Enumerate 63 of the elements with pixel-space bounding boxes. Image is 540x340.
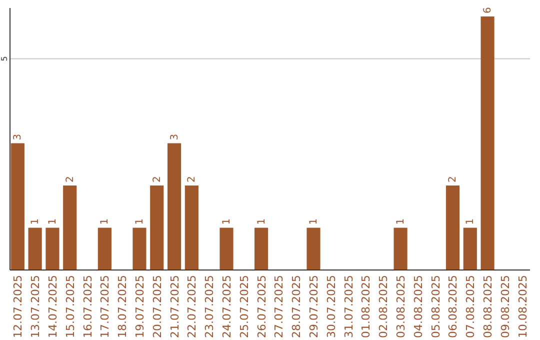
bar <box>46 228 60 270</box>
bar <box>150 185 164 270</box>
data-label: 1 <box>465 218 476 225</box>
data-label: 1 <box>308 218 320 225</box>
bar <box>254 228 268 270</box>
bar <box>463 228 477 270</box>
bar <box>98 228 112 270</box>
data-label: 1 <box>100 218 111 225</box>
x-tick-label: 06.08.2025 <box>446 275 460 338</box>
bar <box>220 228 234 270</box>
data-label: 1 <box>47 218 58 225</box>
data-label: 6 <box>482 7 494 14</box>
x-tick-label: 23.07.2025 <box>203 275 216 338</box>
data-label: 2 <box>64 176 76 182</box>
x-tick-label: 24.07.2025 <box>220 275 234 338</box>
x-tick-label: 13.07.2025 <box>29 275 42 338</box>
x-tick-label: 19.07.2025 <box>133 275 146 338</box>
x-tick-label: 26.07.2025 <box>255 275 268 338</box>
bar <box>480 16 494 270</box>
x-tick-label: 09.08.2025 <box>498 275 512 338</box>
x-tick-label: 08.08.2025 <box>482 275 495 338</box>
data-label: 1 <box>256 218 268 225</box>
x-tick-label: 07.08.2025 <box>464 275 478 338</box>
y-tick-label: 5 <box>0 56 9 62</box>
x-tick-label: 18.07.2025 <box>116 275 130 338</box>
x-tick-label: 10.08.2025 <box>516 275 530 338</box>
x-tick-label: 31.07.2025 <box>342 275 356 338</box>
bar <box>63 185 77 270</box>
data-label: 1 <box>221 218 232 225</box>
bar <box>184 185 198 270</box>
data-label: 3 <box>12 134 24 140</box>
data-label: 3 <box>169 134 180 140</box>
x-tick-label: 05.08.2025 <box>429 275 442 338</box>
x-tick-label: 12.07.2025 <box>12 275 25 338</box>
data-label: 1 <box>396 218 407 225</box>
x-tick-label: 21.07.2025 <box>168 275 182 338</box>
x-tick-label: 01.08.2025 <box>360 275 373 338</box>
bar <box>10 143 24 270</box>
x-tick-label: 15.07.2025 <box>64 275 77 338</box>
x-tick-label: 29.07.2025 <box>308 275 321 338</box>
x-tick-label: 30.07.2025 <box>324 275 338 338</box>
x-tick-label: 14.07.2025 <box>46 275 60 338</box>
bar <box>306 228 320 270</box>
data-label: 1 <box>134 218 146 225</box>
bar <box>446 185 460 270</box>
x-tick-label: 28.07.2025 <box>290 275 304 338</box>
x-tick-label: 04.08.2025 <box>412 275 425 338</box>
bar <box>132 228 146 270</box>
x-tick-label: 27.07.2025 <box>272 275 286 338</box>
x-tick-label: 22.07.2025 <box>186 275 199 338</box>
bar <box>28 228 42 270</box>
x-tick-label: 17.07.2025 <box>98 275 112 338</box>
x-tick-label: 16.07.2025 <box>81 275 94 338</box>
bar <box>394 228 408 270</box>
data-label: 2 <box>152 176 163 182</box>
bar <box>167 143 182 270</box>
x-tick-label: 20.07.2025 <box>150 275 164 338</box>
x-tick-label: 25.07.2025 <box>238 275 251 338</box>
x-tick-label: 03.08.2025 <box>394 275 408 338</box>
data-label: 2 <box>448 176 459 182</box>
data-label: 2 <box>186 176 198 182</box>
data-label: 1 <box>30 218 42 225</box>
x-tick-label: 02.08.2025 <box>377 275 390 338</box>
